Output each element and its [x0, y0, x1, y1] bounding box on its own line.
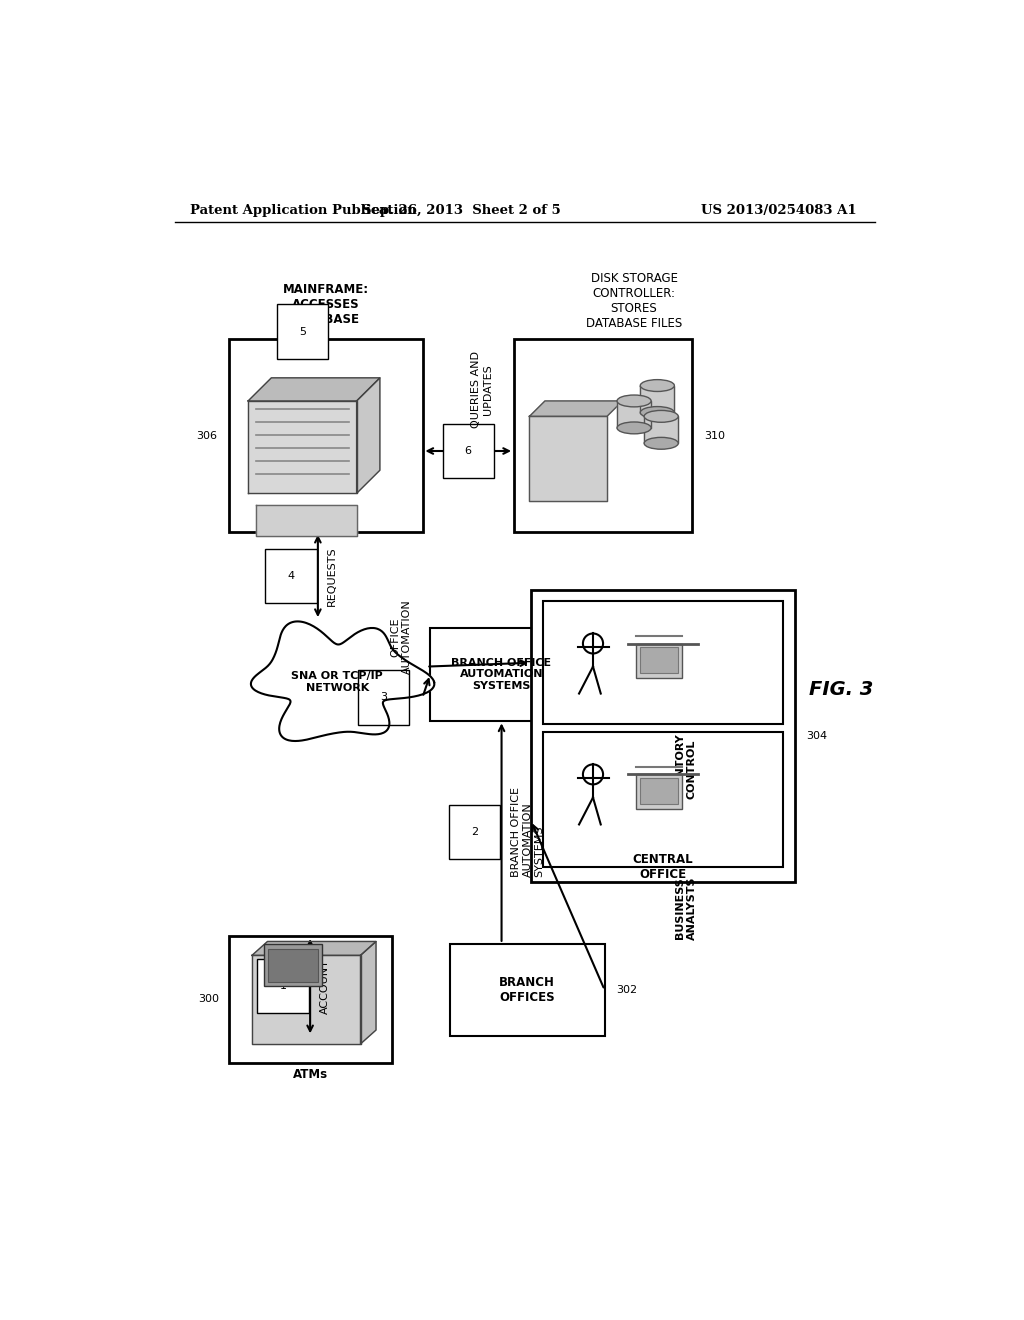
Polygon shape — [251, 622, 434, 741]
Text: Patent Application Publication: Patent Application Publication — [190, 205, 417, 218]
Text: 3: 3 — [380, 693, 387, 702]
Polygon shape — [252, 941, 376, 956]
Text: 2: 2 — [471, 828, 478, 837]
Text: OFFICE
AUTOMATION: OFFICE AUTOMATION — [390, 599, 412, 675]
Bar — [430, 628, 573, 721]
Polygon shape — [617, 401, 651, 428]
Bar — [263, 944, 322, 986]
Polygon shape — [640, 385, 675, 412]
Polygon shape — [248, 378, 380, 401]
Text: 1: 1 — [280, 981, 287, 991]
Text: 4: 4 — [287, 570, 294, 581]
Text: ATMs: ATMs — [293, 1068, 328, 1081]
Text: REQUESTS: REQUESTS — [328, 546, 337, 606]
Bar — [228, 936, 391, 1063]
Polygon shape — [248, 401, 356, 494]
Text: DISK STORAGE
CONTROLLER:
STORES
DATABASE FILES: DISK STORAGE CONTROLLER: STORES DATABASE… — [586, 272, 682, 330]
Text: 310: 310 — [703, 430, 725, 441]
Text: BRANCH
OFFICES: BRANCH OFFICES — [499, 975, 555, 1005]
Bar — [228, 339, 423, 532]
Bar — [543, 733, 783, 867]
Text: MAINFRAME:
ACCESSES
DATABASE: MAINFRAME: ACCESSES DATABASE — [283, 284, 369, 326]
Bar — [640, 647, 678, 673]
Text: BRANCH OFFICE
AUTOMATION
SYSTEMS: BRANCH OFFICE AUTOMATION SYSTEMS — [511, 787, 544, 878]
Bar — [636, 644, 682, 678]
Ellipse shape — [644, 411, 678, 422]
Polygon shape — [529, 416, 607, 502]
Text: 6: 6 — [465, 446, 472, 455]
Text: 302: 302 — [616, 985, 637, 995]
Text: ACCOUNT: ACCOUNT — [319, 958, 330, 1014]
Bar — [640, 779, 678, 804]
Bar — [514, 339, 692, 532]
Text: BUSINESS
ANALYSTS: BUSINESS ANALYSTS — [675, 876, 696, 940]
Polygon shape — [356, 378, 380, 494]
Bar — [531, 590, 795, 882]
Text: CENTRAL
OFFICE: CENTRAL OFFICE — [633, 853, 693, 880]
Ellipse shape — [644, 437, 678, 449]
Text: FIG. 3: FIG. 3 — [809, 680, 873, 700]
Text: SNA OR TCP/IP
NETWORK: SNA OR TCP/IP NETWORK — [292, 671, 383, 693]
Polygon shape — [360, 941, 376, 1044]
Bar — [267, 949, 317, 982]
Text: Sep. 26, 2013  Sheet 2 of 5: Sep. 26, 2013 Sheet 2 of 5 — [361, 205, 560, 218]
Polygon shape — [252, 956, 360, 1044]
Polygon shape — [644, 416, 678, 444]
Text: INVENTORY
CONTROL: INVENTORY CONTROL — [675, 734, 696, 805]
Text: 304: 304 — [806, 731, 827, 741]
Bar — [450, 944, 604, 1036]
Text: 5: 5 — [299, 326, 306, 337]
Text: 306: 306 — [197, 430, 217, 441]
Ellipse shape — [640, 380, 675, 392]
Bar — [636, 775, 682, 809]
Text: US 2013/0254083 A1: US 2013/0254083 A1 — [700, 205, 856, 218]
Text: BRANCH OFFICE
AUTOMATION
SYSTEMS: BRANCH OFFICE AUTOMATION SYSTEMS — [452, 657, 552, 690]
Polygon shape — [256, 506, 356, 536]
Text: QUERIES AND
UPDATES: QUERIES AND UPDATES — [471, 351, 493, 428]
Ellipse shape — [617, 422, 651, 434]
Ellipse shape — [617, 395, 651, 407]
Bar — [543, 601, 783, 725]
Polygon shape — [529, 401, 623, 416]
Text: 300: 300 — [199, 994, 219, 1005]
Ellipse shape — [640, 407, 675, 418]
